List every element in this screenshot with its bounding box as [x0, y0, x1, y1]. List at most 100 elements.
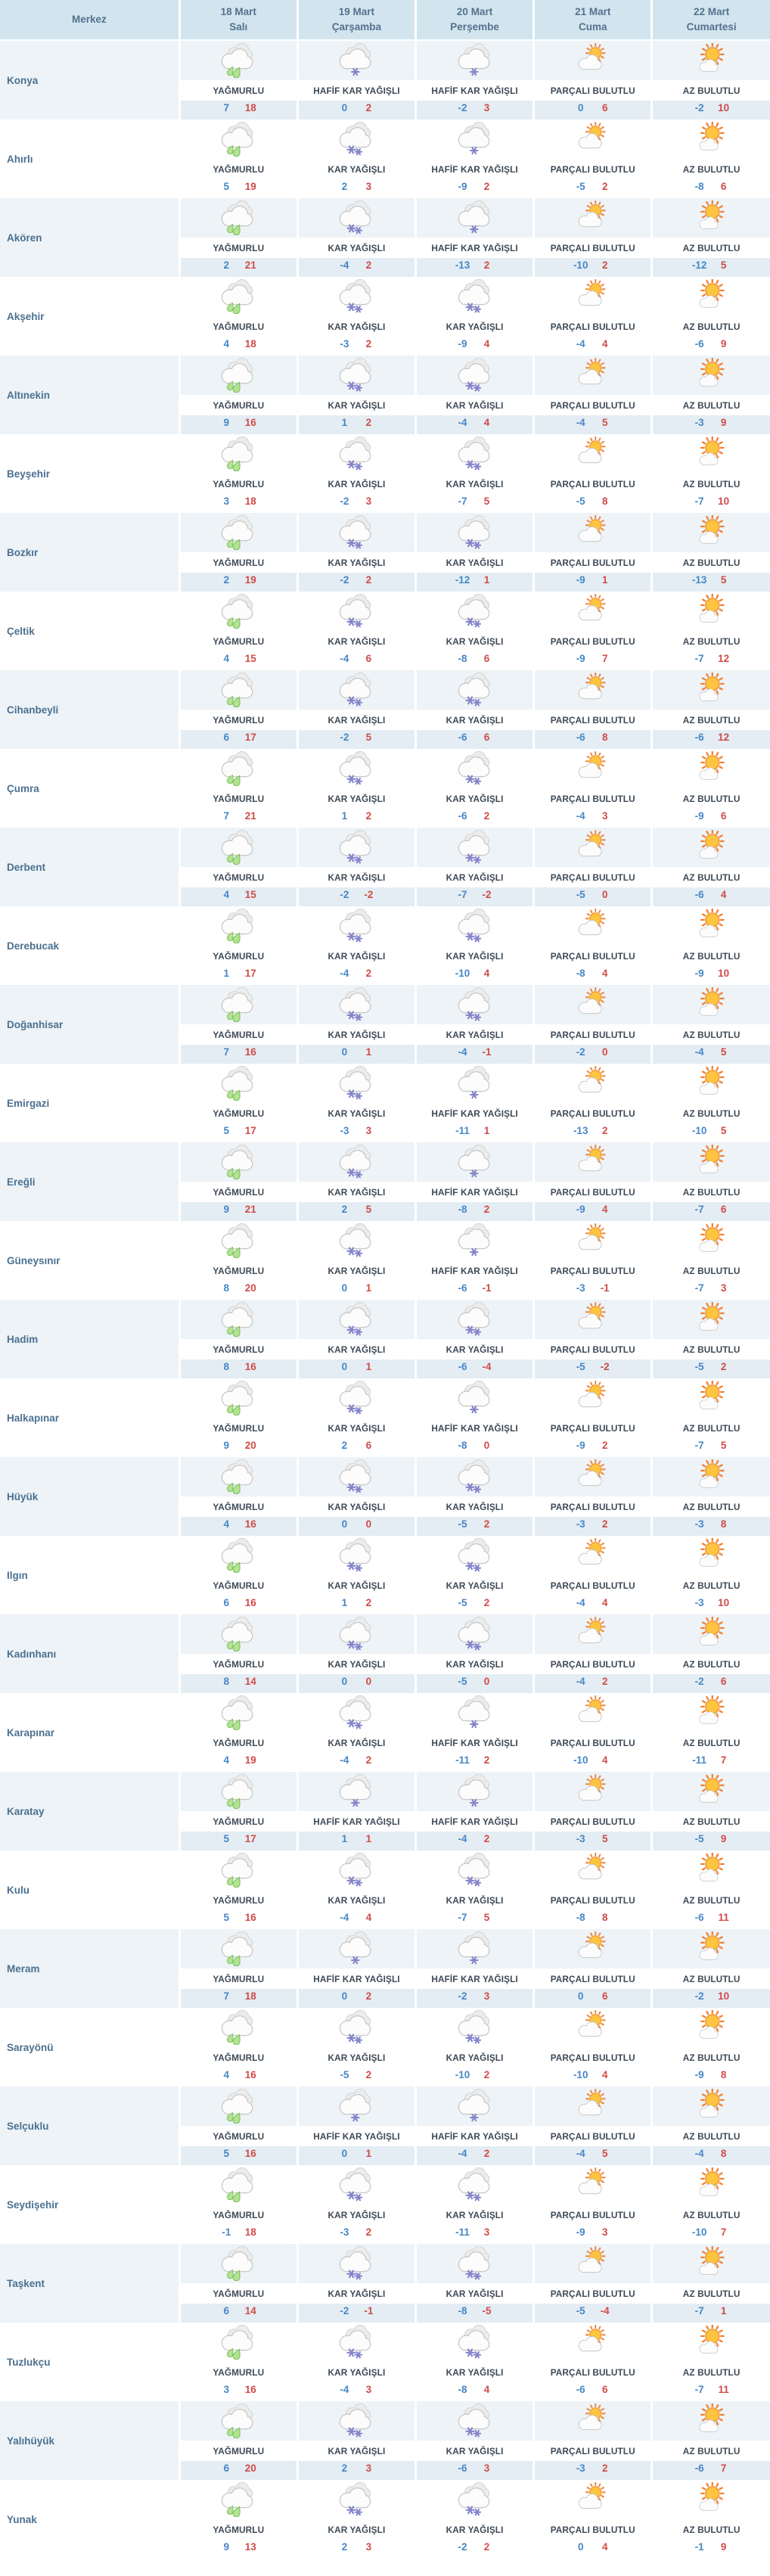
min-temp: 6 [223, 2463, 230, 2474]
condition-label: KAR YAĞIŞLI [328, 399, 386, 411]
condition-band: KAR YAĞIŞLI [417, 1024, 533, 1045]
max-temp: 6 [483, 732, 490, 743]
temperature-band: -2 10 [653, 1989, 770, 2008]
day-header: 22 Mart Cumartesi [650, 0, 770, 41]
rain-icon [219, 1380, 258, 1416]
temperature-band: -2 0 [535, 1045, 651, 1064]
condition-label: PARÇALI BULUTLU [550, 242, 635, 253]
min-temp: 2 [341, 2463, 348, 2474]
condition-band: AZ BULUTLU [653, 631, 770, 651]
condition-band: KAR YAĞIŞLI [298, 1260, 414, 1281]
rain-icon [219, 514, 258, 551]
snow-icon [337, 2481, 376, 2517]
max-temp: 2 [365, 968, 372, 979]
forecast-cell: YAĞMURLU 6 20 [178, 2401, 298, 2480]
icon-band [180, 120, 297, 159]
min-temp: -7 [694, 1282, 704, 1294]
max-temp: 2 [483, 1597, 490, 1608]
district-name: Bozkır [0, 513, 180, 592]
max-temp: -1 [482, 1282, 492, 1294]
forecast-cell: KAR YAĞIŞLI -6 2 [414, 749, 534, 828]
max-temp: 19 [244, 181, 256, 192]
min-temp: 2 [341, 181, 348, 192]
district-name: Derebucak [0, 906, 180, 985]
max-temp: 2 [483, 1833, 490, 1844]
temperature-band: -13 2 [535, 1123, 651, 1142]
rain-icon [219, 2324, 258, 2360]
partly-cloudy-icon [573, 1065, 613, 1101]
forecast-cell: KAR YAĞIŞLI -2 5 [296, 670, 416, 749]
forecast-cell: PARÇALI BULUTLU -13 2 [532, 1064, 652, 1142]
condition-label: PARÇALI BULUTLU [550, 399, 635, 411]
condition-label: PARÇALI BULUTLU [550, 1973, 635, 1984]
forecast-cell: YAĞMURLU 6 17 [178, 670, 298, 749]
table-row: Derbent YAĞMURLU 4 15 KAR YAĞIŞLI -2 -2 KAR YAĞ… [0, 828, 770, 906]
condition-band: HAFİF KAR YAĞIŞLI [417, 1260, 533, 1281]
few-clouds-icon [692, 435, 731, 471]
temperature-band: 5 16 [180, 2146, 297, 2165]
district-name: Emirgazi [0, 1064, 180, 1142]
temperature-band: -4 5 [535, 415, 651, 434]
min-temp: -12 [455, 574, 470, 586]
forecast-cell: HAFİF KAR YAĞIŞLI 1 1 [296, 1772, 416, 1850]
forecast-cell: KAR YAĞIŞLI -2 2 [414, 2480, 534, 2559]
min-temp: -5 [576, 2305, 585, 2317]
max-temp: 20 [244, 1440, 256, 1451]
min-temp: -6 [694, 338, 704, 350]
max-temp: 6 [365, 1440, 372, 1451]
forecast-cell: YAĞMURLU 3 16 [178, 2323, 298, 2401]
temperature-band: -9 4 [535, 1202, 651, 1221]
icon-band [535, 985, 651, 1024]
condition-band: YAĞMURLU [180, 1103, 297, 1123]
min-temp: -10 [691, 2226, 707, 2238]
temperature-band: -4 6 [298, 651, 414, 670]
temperature-band: 2 19 [180, 573, 297, 592]
icon-band [535, 1614, 651, 1654]
condition-band: PARÇALI BULUTLU [535, 788, 651, 809]
max-temp: 18 [244, 338, 256, 350]
min-temp: -2 [340, 889, 349, 900]
min-temp: -5 [694, 1833, 704, 1844]
partly-cloudy-icon [573, 357, 613, 393]
icon-band [653, 985, 770, 1024]
icon-band [298, 1221, 414, 1260]
max-temp: 14 [244, 2305, 256, 2317]
forecast-cell: YAĞMURLU 6 14 [178, 2244, 298, 2323]
temperature-band: 6 20 [180, 2461, 297, 2480]
forecast-cell: KAR YAĞIŞLI 2 3 [296, 120, 416, 198]
condition-label: PARÇALI BULUTLU [550, 1344, 635, 1355]
temperature-band: -5 2 [417, 1517, 533, 1536]
icon-band [417, 356, 533, 395]
condition-band: AZ BULUTLU [653, 2126, 770, 2146]
snow-icon [455, 987, 495, 1022]
min-temp: -9 [694, 2069, 704, 2080]
forecast-cell: PARÇALI BULUTLU 0 6 [532, 1929, 652, 2008]
icon-band [535, 592, 651, 631]
icon-band [417, 41, 533, 80]
icon-band [653, 513, 770, 552]
condition-label: KAR YAĞIŞLI [328, 1186, 386, 1198]
forecast-cell: PARÇALI BULUTLU -8 4 [532, 906, 652, 985]
condition-band: KAR YAĞIŞLI [298, 1732, 414, 1753]
icon-band [298, 1536, 414, 1575]
min-temp: -10 [691, 1125, 707, 1136]
min-temp: 7 [223, 810, 230, 822]
max-temp: 4 [365, 1912, 372, 1923]
temperature-band: -1 9 [653, 2540, 770, 2559]
snow-icon [455, 1537, 495, 1573]
max-temp: 4 [601, 338, 608, 350]
condition-band: HAFİF KAR YAĞIŞLI [417, 1103, 533, 1123]
max-temp: 2 [601, 1676, 608, 1687]
forecast-cell: PARÇALI BULUTLU -9 2 [532, 1378, 652, 1457]
min-temp: 0 [341, 1676, 348, 1687]
snow-icon [337, 908, 376, 943]
min-temp: 8 [223, 1361, 230, 1372]
icon-band [653, 277, 770, 316]
icon-band [417, 828, 533, 867]
max-temp: 3 [483, 2226, 490, 2238]
min-temp: -9 [458, 338, 467, 350]
icon-band [535, 2008, 651, 2047]
forecast-cell: YAĞMURLU 9 21 [178, 1142, 298, 1221]
temperature-band: -4 2 [417, 1832, 533, 1850]
